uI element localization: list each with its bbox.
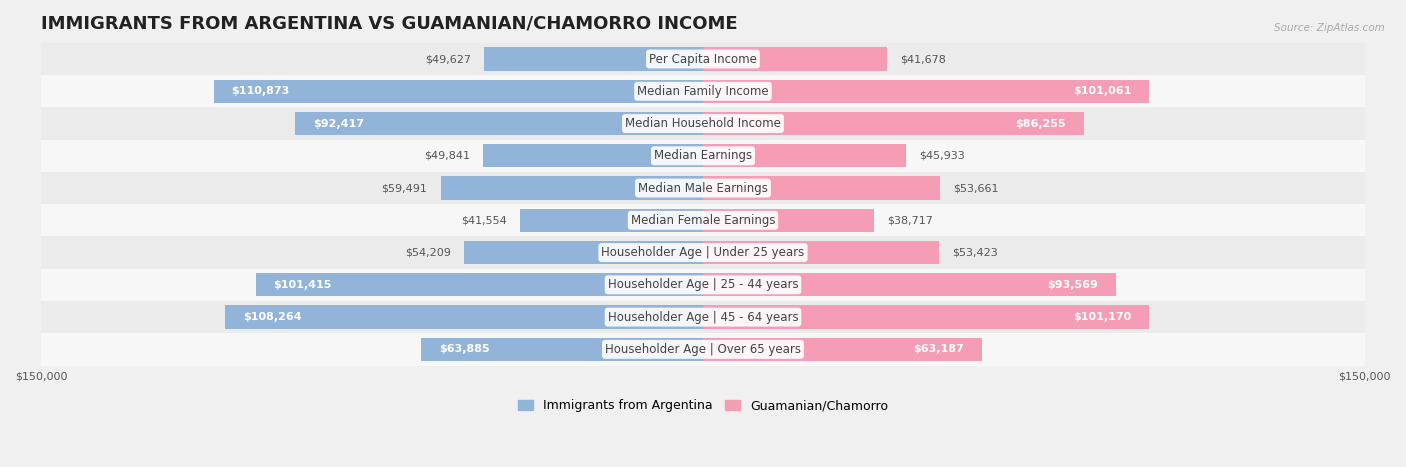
Text: Householder Age | Over 65 years: Householder Age | Over 65 years bbox=[605, 343, 801, 356]
Bar bbox=[703, 112, 1084, 135]
Text: $110,873: $110,873 bbox=[232, 86, 290, 96]
Bar bbox=[225, 305, 703, 329]
Bar bbox=[703, 177, 939, 200]
Bar bbox=[703, 338, 981, 361]
Bar bbox=[703, 241, 939, 264]
Text: Householder Age | 25 - 44 years: Householder Age | 25 - 44 years bbox=[607, 278, 799, 291]
Bar bbox=[440, 177, 703, 200]
Bar bbox=[703, 273, 1116, 297]
Text: Source: ZipAtlas.com: Source: ZipAtlas.com bbox=[1274, 23, 1385, 33]
Bar bbox=[41, 204, 1365, 236]
Bar bbox=[41, 333, 1365, 366]
Bar bbox=[41, 140, 1365, 172]
Bar bbox=[703, 305, 1149, 329]
Text: Median Female Earnings: Median Female Earnings bbox=[631, 214, 775, 227]
Text: $41,678: $41,678 bbox=[900, 54, 946, 64]
Text: $59,491: $59,491 bbox=[381, 183, 427, 193]
Text: $63,187: $63,187 bbox=[914, 344, 965, 354]
Text: $101,061: $101,061 bbox=[1073, 86, 1132, 96]
Bar bbox=[422, 338, 703, 361]
Bar bbox=[41, 107, 1365, 140]
Text: $45,933: $45,933 bbox=[920, 151, 965, 161]
Text: $41,554: $41,554 bbox=[461, 215, 506, 225]
Text: $53,661: $53,661 bbox=[953, 183, 998, 193]
Bar bbox=[41, 43, 1365, 75]
Bar bbox=[41, 301, 1365, 333]
Text: $92,417: $92,417 bbox=[314, 119, 364, 128]
Text: $38,717: $38,717 bbox=[887, 215, 934, 225]
Legend: Immigrants from Argentina, Guamanian/Chamorro: Immigrants from Argentina, Guamanian/Cha… bbox=[513, 394, 893, 417]
Text: $101,170: $101,170 bbox=[1073, 312, 1132, 322]
Text: $108,264: $108,264 bbox=[243, 312, 302, 322]
Bar bbox=[41, 75, 1365, 107]
Text: $93,569: $93,569 bbox=[1047, 280, 1098, 290]
Text: $49,841: $49,841 bbox=[423, 151, 470, 161]
Text: Median Family Income: Median Family Income bbox=[637, 85, 769, 98]
Bar bbox=[41, 269, 1365, 301]
Bar bbox=[464, 241, 703, 264]
Bar bbox=[295, 112, 703, 135]
Bar bbox=[703, 80, 1149, 103]
Text: Householder Age | Under 25 years: Householder Age | Under 25 years bbox=[602, 246, 804, 259]
Bar bbox=[256, 273, 703, 297]
Bar bbox=[703, 144, 905, 167]
Text: Householder Age | 45 - 64 years: Householder Age | 45 - 64 years bbox=[607, 311, 799, 324]
Bar bbox=[41, 172, 1365, 204]
Bar bbox=[520, 209, 703, 232]
Text: Median Household Income: Median Household Income bbox=[626, 117, 780, 130]
Text: $54,209: $54,209 bbox=[405, 248, 450, 258]
Text: $49,627: $49,627 bbox=[425, 54, 471, 64]
Text: IMMIGRANTS FROM ARGENTINA VS GUAMANIAN/CHAMORRO INCOME: IMMIGRANTS FROM ARGENTINA VS GUAMANIAN/C… bbox=[41, 15, 738, 33]
Text: $101,415: $101,415 bbox=[273, 280, 332, 290]
Bar bbox=[703, 209, 873, 232]
Text: $63,885: $63,885 bbox=[439, 344, 489, 354]
Bar bbox=[484, 48, 703, 71]
Bar bbox=[703, 48, 887, 71]
Text: Per Capita Income: Per Capita Income bbox=[650, 52, 756, 65]
Text: Median Earnings: Median Earnings bbox=[654, 149, 752, 163]
Bar bbox=[41, 236, 1365, 269]
Text: Median Male Earnings: Median Male Earnings bbox=[638, 182, 768, 195]
Text: $86,255: $86,255 bbox=[1015, 119, 1066, 128]
Bar bbox=[214, 80, 703, 103]
Text: $53,423: $53,423 bbox=[952, 248, 998, 258]
Bar bbox=[484, 144, 703, 167]
